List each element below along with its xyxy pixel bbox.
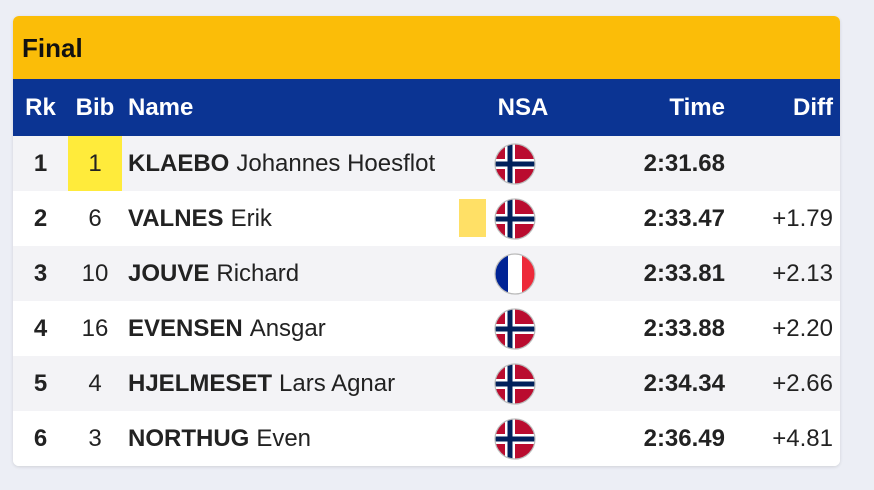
- flag-icon: [494, 143, 536, 185]
- header-cell: Rk: [25, 93, 56, 121]
- surname: HJELMESET: [128, 369, 273, 397]
- result-row[interactable]: 5 4 HJELMESET Lars Agnar 2:34.34 +2.66: [13, 356, 840, 411]
- time: 2:33.88: [643, 314, 725, 342]
- diff: +2.20: [772, 314, 833, 342]
- time: 2:33.47: [643, 204, 725, 232]
- nsa-flag: [493, 191, 537, 246]
- athlete-name[interactable]: VALNES Erik: [128, 191, 272, 246]
- title-bar: Final: [13, 16, 840, 79]
- nsa-flag: [493, 136, 537, 191]
- given-name: Ansgar: [249, 314, 326, 342]
- diff: +1.79: [772, 204, 833, 232]
- flag-icon: [494, 363, 536, 405]
- diff: +4.81: [772, 424, 833, 452]
- result-row[interactable]: 1 1 KLAEBO Johannes Hoesflot 2:31.68: [13, 136, 840, 191]
- athlete-name[interactable]: KLAEBO Johannes Hoesflot: [128, 136, 435, 191]
- diff: +2.66: [772, 369, 833, 397]
- time: 2:31.68: [643, 149, 725, 177]
- surname: JOUVE: [128, 259, 210, 287]
- bib: 4: [88, 369, 102, 397]
- rank: 4: [33, 314, 48, 342]
- bib: 1: [68, 136, 122, 191]
- rank: 2: [33, 204, 48, 232]
- surname: EVENSEN: [128, 314, 243, 342]
- nsa-flag: [493, 411, 537, 466]
- result-row[interactable]: 6 3 NORTHUG Even 2:36.49 +4.81: [13, 411, 840, 466]
- surname: VALNES: [128, 204, 224, 232]
- athlete-name[interactable]: JOUVE Richard: [128, 246, 299, 301]
- rank: 6: [33, 424, 48, 452]
- header-cell: Bib: [75, 93, 115, 121]
- diff: +2.13: [772, 259, 833, 287]
- athlete-name[interactable]: EVENSEN Ansgar: [128, 301, 326, 356]
- nsa-flag: [493, 301, 537, 356]
- athlete-name[interactable]: NORTHUG Even: [128, 411, 311, 466]
- given-name: Lars Agnar: [279, 369, 396, 397]
- results-card: Final Rk Bib Name NSA Time Diff 1 1 KLAEBO…: [13, 16, 840, 466]
- nsa-flag: [493, 356, 537, 411]
- nsa-flag: [493, 246, 537, 301]
- rank: 3: [33, 259, 48, 287]
- bib: 16: [81, 314, 109, 342]
- header-cell: NSA: [497, 93, 549, 121]
- title: Final: [22, 33, 83, 63]
- header-cell: Time: [669, 93, 725, 121]
- surname: KLAEBO: [128, 149, 230, 177]
- time: 2:34.34: [643, 369, 725, 397]
- given-name: Johannes Hoesflot: [236, 149, 436, 177]
- flag-icon: [494, 308, 536, 350]
- time: 2:33.81: [643, 259, 725, 287]
- given-name: Richard: [216, 259, 300, 287]
- result-row[interactable]: 4 16 EVENSEN Ansgar 2:33.88 +2.20: [13, 301, 840, 356]
- rank: 5: [33, 369, 48, 397]
- bib: 10: [81, 259, 109, 287]
- bib: 3: [88, 424, 102, 452]
- given-name: Even: [256, 424, 312, 452]
- flag-icon: [494, 198, 536, 240]
- given-name: Erik: [230, 204, 272, 232]
- bib: 6: [88, 204, 102, 232]
- flag-icon: [494, 253, 536, 295]
- yellow-card: [459, 199, 486, 237]
- surname: NORTHUG: [128, 424, 250, 452]
- athlete-name[interactable]: HJELMESET Lars Agnar: [128, 356, 395, 411]
- rank: 1: [33, 149, 48, 177]
- flag-icon: [494, 418, 536, 460]
- header-cell: Diff: [793, 93, 833, 121]
- result-row[interactable]: 2 6 VALNES Erik 2:33.47 +1.79: [13, 191, 840, 246]
- header-row: Rk Bib Name NSA Time Diff: [13, 79, 840, 136]
- header-cell: Name: [128, 93, 194, 121]
- result-row[interactable]: 3 10 JOUVE Richard 2:33.81 +2.13: [13, 246, 840, 301]
- time: 2:36.49: [643, 424, 725, 452]
